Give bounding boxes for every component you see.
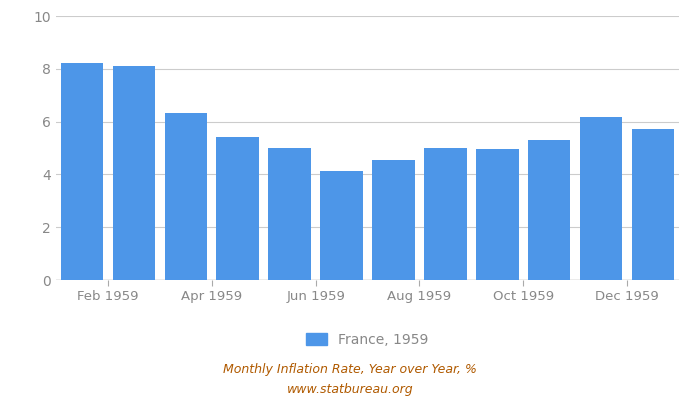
- Bar: [61, 63, 103, 280]
- Bar: [216, 137, 259, 280]
- Bar: [580, 117, 622, 280]
- Bar: [424, 148, 467, 280]
- Text: Monthly Inflation Rate, Year over Year, %: Monthly Inflation Rate, Year over Year, …: [223, 364, 477, 376]
- Bar: [164, 113, 207, 280]
- Bar: [372, 160, 414, 280]
- Bar: [528, 140, 570, 280]
- Bar: [476, 149, 519, 280]
- Bar: [632, 129, 674, 280]
- Legend: France, 1959: France, 1959: [301, 327, 434, 352]
- Bar: [268, 148, 311, 280]
- Bar: [321, 171, 363, 280]
- Bar: [113, 66, 155, 280]
- Text: www.statbureau.org: www.statbureau.org: [287, 384, 413, 396]
